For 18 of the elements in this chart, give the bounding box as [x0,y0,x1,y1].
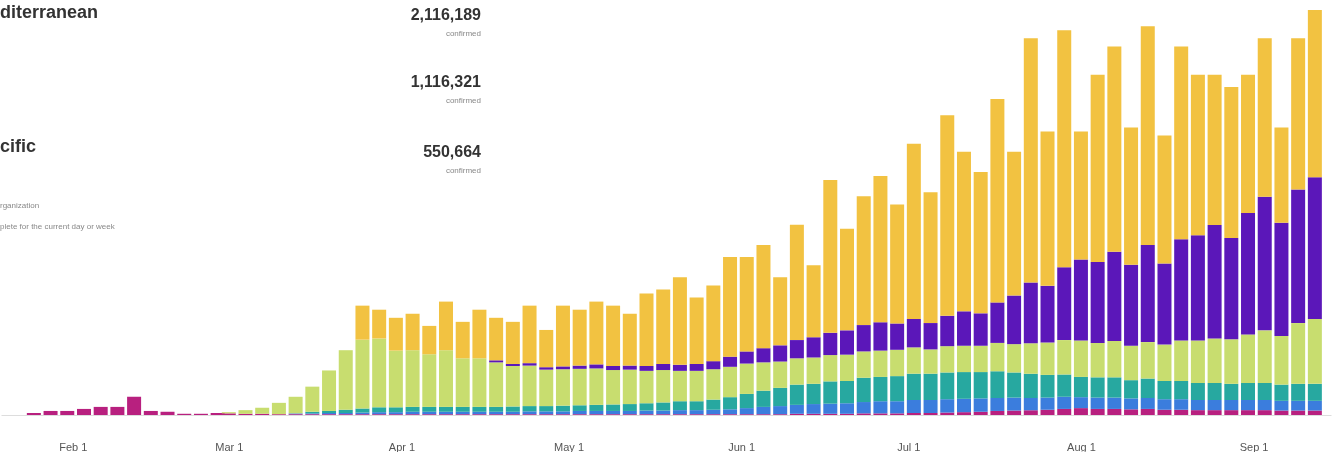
annotation: 1,116,321 [410,73,481,91]
annotation: cific [0,136,37,157]
annotation: rganization [0,201,40,210]
annotation: confirmed [445,96,481,105]
x-tick-label: May 1 [554,440,585,453]
annotation: plete for the current day or week [0,222,115,231]
annotation: confirmed [445,166,481,175]
x-tick-label: Apr 1 [388,440,416,453]
annotation: confirmed [445,29,481,38]
annotation: 550,664 [423,143,481,161]
x-tick-label: Sep 1 [1239,440,1269,453]
x-tick-label: Mar 1 [215,440,244,453]
x-tick-label: Jun 1 [728,440,756,453]
x-tick-label: Feb 1 [59,440,88,453]
x-tick-label: Aug 1 [1067,440,1096,453]
x-tick-label: Jul 1 [897,440,921,453]
annotation: 2,116,189 [410,6,481,24]
annotation: diterranean [0,2,99,23]
